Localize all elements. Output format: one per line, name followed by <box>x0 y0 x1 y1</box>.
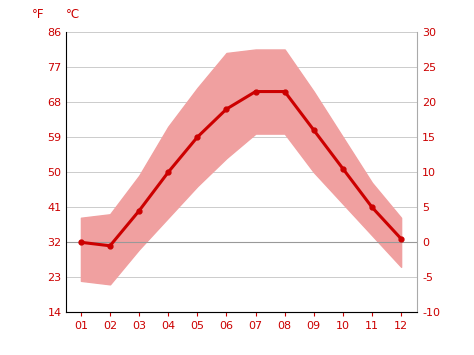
Text: °C: °C <box>66 8 81 21</box>
Text: °F: °F <box>32 8 45 21</box>
